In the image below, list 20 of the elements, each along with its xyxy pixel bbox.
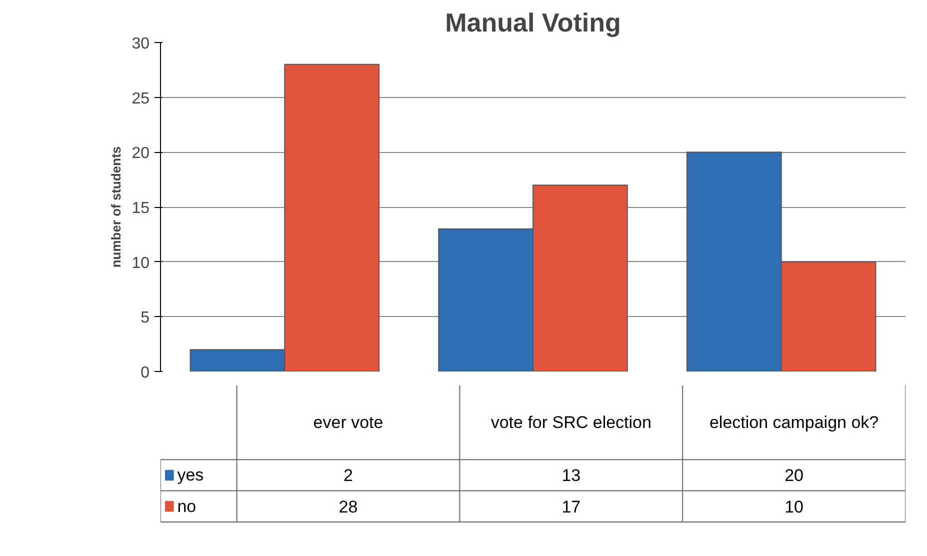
data-label: 2: [344, 466, 353, 486]
y-axis-title: number of students: [108, 146, 124, 268]
data-label: 17: [562, 497, 581, 516]
y-tick-label: 0: [140, 364, 150, 382]
data-label: 20: [784, 466, 804, 486]
y-tick-label: 30: [132, 36, 150, 52]
data-label: 28: [338, 497, 358, 516]
data-label: 13: [562, 466, 581, 486]
x-tick-label: ever vote: [313, 413, 384, 432]
y-tick-label: 25: [132, 90, 150, 108]
chart-title: Manual Voting: [445, 8, 621, 38]
y-tick-label: 5: [140, 310, 150, 327]
y-tick-label: 10: [132, 254, 150, 272]
y-tick-label: 15: [132, 200, 150, 217]
legend-label: no: [177, 496, 196, 516]
y-tick-label: 20: [132, 145, 150, 162]
x-tick-label: election campaign ok?: [709, 413, 879, 432]
legend-label: yes: [177, 466, 204, 485]
data-label: 10: [784, 497, 804, 516]
x-tick-label: vote for SRC election: [490, 413, 652, 432]
